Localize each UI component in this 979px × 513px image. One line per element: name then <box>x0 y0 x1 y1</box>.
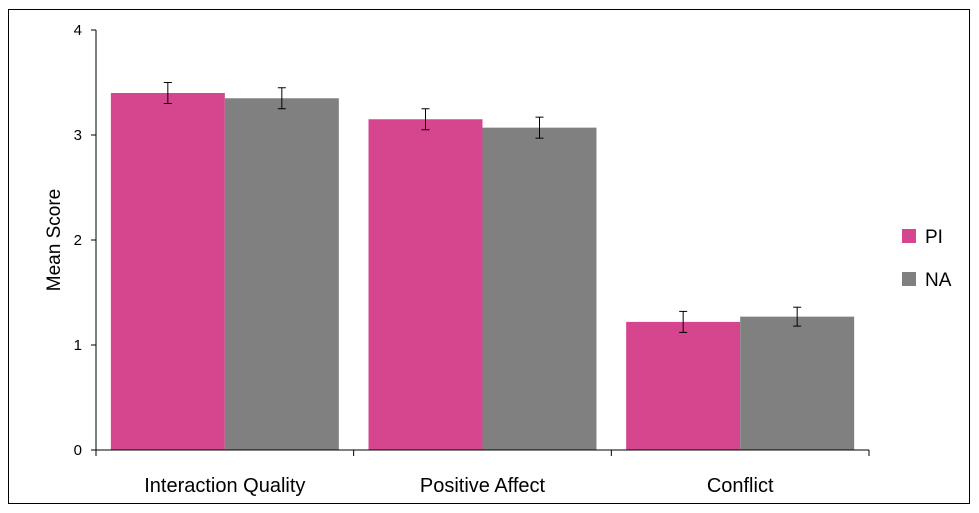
bar-na-1 <box>482 127 597 451</box>
y-tick-label: 0 <box>74 442 82 459</box>
bar-pi-0 <box>110 93 225 450</box>
bar-pi-2 <box>626 321 741 450</box>
y-tick-label: 3 <box>74 127 82 144</box>
bar-na-2 <box>740 316 855 450</box>
bars-layer <box>110 93 855 451</box>
y-ticks-layer: 0 1 2 3 4 <box>74 22 96 459</box>
legend: PI NA <box>902 227 952 291</box>
bar-na-0 <box>224 98 339 450</box>
legend-swatch-na <box>902 272 916 286</box>
bar-pi-1 <box>368 119 483 450</box>
x-category-label: Conflict <box>707 475 774 497</box>
y-tick-label: 2 <box>74 232 82 249</box>
y-tick-label: 1 <box>74 337 82 354</box>
x-category-label: Interaction Quality <box>144 475 305 497</box>
y-axis-title: Mean Score <box>44 189 65 291</box>
x-category-labels: Interaction Quality Positive Affect Confli… <box>95 450 870 497</box>
legend-label-na: NA <box>925 270 952 291</box>
x-category-label: Positive Affect <box>420 475 546 497</box>
legend-label-pi: PI <box>925 227 943 248</box>
error-bars-layer <box>163 82 802 333</box>
y-tick-label: 4 <box>74 22 82 39</box>
legend-swatch-pi <box>902 229 916 243</box>
